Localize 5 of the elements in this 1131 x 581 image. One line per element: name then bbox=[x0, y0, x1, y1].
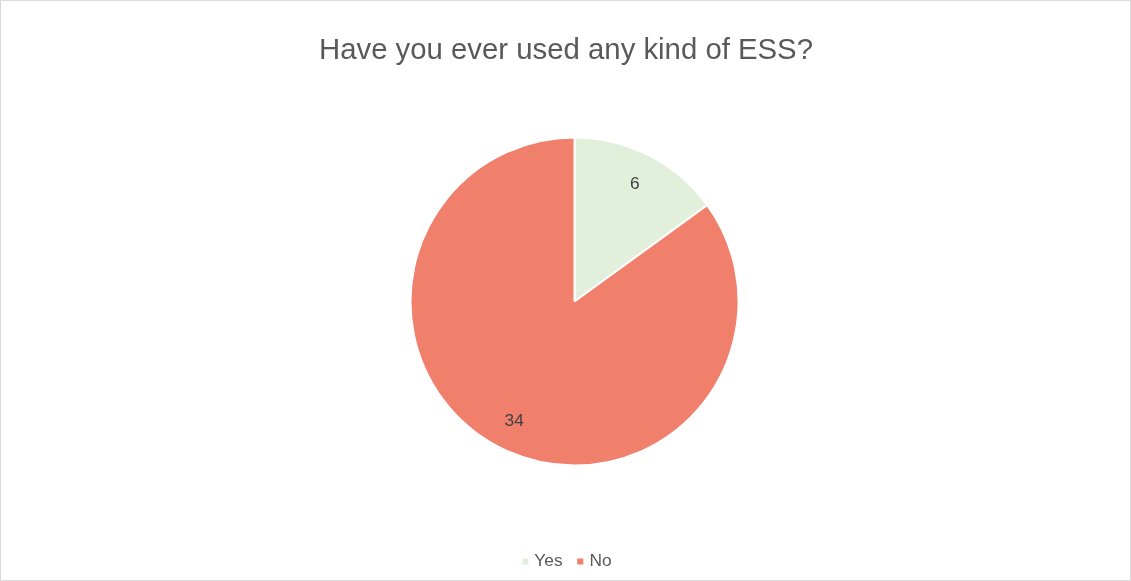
data-label: 6 bbox=[629, 173, 640, 194]
data-label: 34 bbox=[504, 409, 525, 430]
chart-title: Have you ever used any kind of ESS? bbox=[319, 32, 813, 65]
legend-label: No bbox=[589, 550, 612, 571]
legend-label: Yes bbox=[534, 550, 563, 571]
